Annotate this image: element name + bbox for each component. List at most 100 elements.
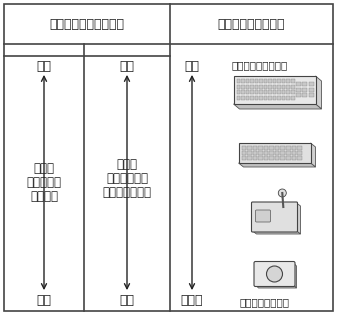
Bar [241,95,245,100]
Polygon shape [234,104,321,109]
Bar [296,88,301,91]
Bar [250,84,254,89]
Text: ［標準キーボード］: ［標準キーボード］ [232,60,288,70]
Bar [237,90,240,94]
Bar [246,84,249,89]
Text: 少ない: 少ない [181,294,203,307]
Bar [258,151,263,154]
Bar [282,84,285,89]
Bar [268,90,272,94]
Bar [297,151,302,154]
Bar [296,82,301,86]
Bar [292,146,296,149]
Bar [273,90,276,94]
Bar [291,95,295,100]
Bar [259,79,263,83]
Bar [275,156,279,160]
Bar [291,79,295,83]
Bar [246,95,249,100]
Bar [234,76,315,104]
Bar [255,84,258,89]
Bar [241,90,245,94]
Bar [277,95,281,100]
Polygon shape [297,203,301,234]
Text: ［単一スイッチ］: ［単一スイッチ］ [240,297,290,307]
Bar [264,146,268,149]
Bar [259,95,263,100]
Bar [309,82,314,86]
Bar [247,156,252,160]
Bar [282,90,285,94]
Bar [253,146,257,149]
Bar [277,90,281,94]
Bar [246,79,249,83]
Bar [297,156,302,160]
Bar [286,156,290,160]
Bar [237,79,240,83]
Bar [291,90,295,94]
Bar [241,84,245,89]
Bar [237,84,240,89]
Bar [309,93,314,97]
Bar [286,79,290,83]
Bar [255,79,258,83]
Text: 巧緻性: 巧緻性 [117,158,137,171]
Bar [292,156,296,160]
Bar [264,95,267,100]
FancyBboxPatch shape [251,202,298,232]
Bar [275,146,279,149]
Bar [282,79,285,83]
Bar [242,146,246,149]
Text: コントロール）: コントロール） [102,186,152,199]
Bar [309,88,314,91]
Text: 残存している身体機能: 残存している身体機能 [50,18,124,30]
Bar [259,90,263,94]
Bar [264,84,267,89]
Bar [250,90,254,94]
Bar [280,156,285,160]
Polygon shape [252,231,301,234]
Text: 可動域: 可動域 [33,162,55,175]
Bar [258,156,263,160]
Bar [250,79,254,83]
Circle shape [278,189,286,197]
Text: 狭い: 狭い [36,294,52,307]
Bar [247,146,252,149]
Bar [255,95,258,100]
Bar [277,79,281,83]
Bar [286,95,290,100]
Text: 操作できるキーの数: 操作できるキーの数 [218,18,285,30]
Bar [286,146,290,149]
FancyBboxPatch shape [254,262,295,286]
Polygon shape [239,163,315,167]
Bar [273,84,276,89]
Bar [258,146,263,149]
Text: 低い: 低い [120,294,134,307]
Polygon shape [255,285,297,288]
Bar [296,93,301,97]
Bar [264,156,268,160]
Bar [255,90,258,94]
Bar [269,151,274,154]
Text: 高い: 高い [120,60,134,73]
Bar [264,151,268,154]
Bar [264,79,267,83]
Bar [253,156,257,160]
Bar [269,156,274,160]
Bar [259,84,263,89]
Bar [239,143,310,163]
Text: な範囲）: な範囲） [30,190,58,203]
Bar [302,82,307,86]
Bar [286,84,290,89]
Bar [302,88,307,91]
Bar [264,90,267,94]
Bar [291,84,295,89]
Bar [302,93,307,97]
Bar [250,95,254,100]
Bar [280,151,285,154]
Text: （力と時間の: （力と時間の [106,172,148,185]
Bar [292,151,296,154]
Bar [242,156,246,160]
Bar [280,146,285,149]
Bar [269,146,274,149]
